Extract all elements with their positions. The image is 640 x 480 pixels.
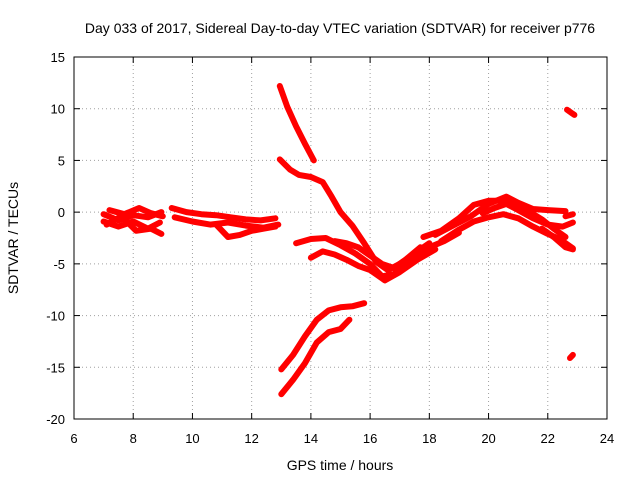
x-tick-label: 24 xyxy=(600,431,614,446)
x-tick-label: 8 xyxy=(130,431,137,446)
data-traces xyxy=(100,83,578,398)
x-tick-label: 22 xyxy=(541,431,555,446)
data-series-track-04 xyxy=(103,213,165,237)
data-series-track-19 xyxy=(538,225,576,253)
axes: 6 8 10 12 14 16 18 20 22 24 15 10 5 0 -5 -10 -15 -20 xyxy=(46,50,614,446)
x-axis-label: GPS time / hours xyxy=(287,457,394,473)
data-series-track-21 xyxy=(564,106,578,118)
x-tick-label: 6 xyxy=(70,431,77,446)
data-series-track-20 xyxy=(562,211,576,220)
x-tick-label: 12 xyxy=(244,431,258,446)
data-series-track-13 xyxy=(278,300,368,373)
x-tick-label: 16 xyxy=(363,431,377,446)
y-tick-label: 10 xyxy=(51,102,65,117)
x-tick-label: 20 xyxy=(481,431,495,446)
data-series-track-16 xyxy=(432,193,569,238)
y-tick-label: -15 xyxy=(46,360,65,375)
chart-title: Day 033 of 2017, Sidereal Day-to-day VTE… xyxy=(85,20,595,36)
data-series-track-05 xyxy=(168,205,279,224)
y-tick-label: -5 xyxy=(53,257,65,272)
y-tick-label: 5 xyxy=(58,153,65,168)
data-series-track-14 xyxy=(278,316,353,398)
data-series-track-11 xyxy=(307,246,439,284)
plot-frame xyxy=(73,56,608,420)
y-axis-label: SDTVAR / TECUs xyxy=(5,182,21,294)
y-tick-label: 0 xyxy=(58,205,65,220)
y-tick-label: -20 xyxy=(46,412,65,427)
grid xyxy=(74,57,607,419)
data-series-track-12 xyxy=(331,238,424,271)
x-tick-label: 18 xyxy=(422,431,436,446)
y-tick-label: -10 xyxy=(46,309,65,324)
x-tick-label: 10 xyxy=(185,431,199,446)
data-series-track-18 xyxy=(479,200,576,230)
x-tick-label: 14 xyxy=(304,431,318,446)
data-series-track-08 xyxy=(276,83,317,164)
data-series-track-07 xyxy=(213,221,279,240)
data-series-track-03 xyxy=(106,205,166,220)
y-tick-label: 15 xyxy=(51,50,65,65)
data-series-track-22 xyxy=(567,351,576,361)
